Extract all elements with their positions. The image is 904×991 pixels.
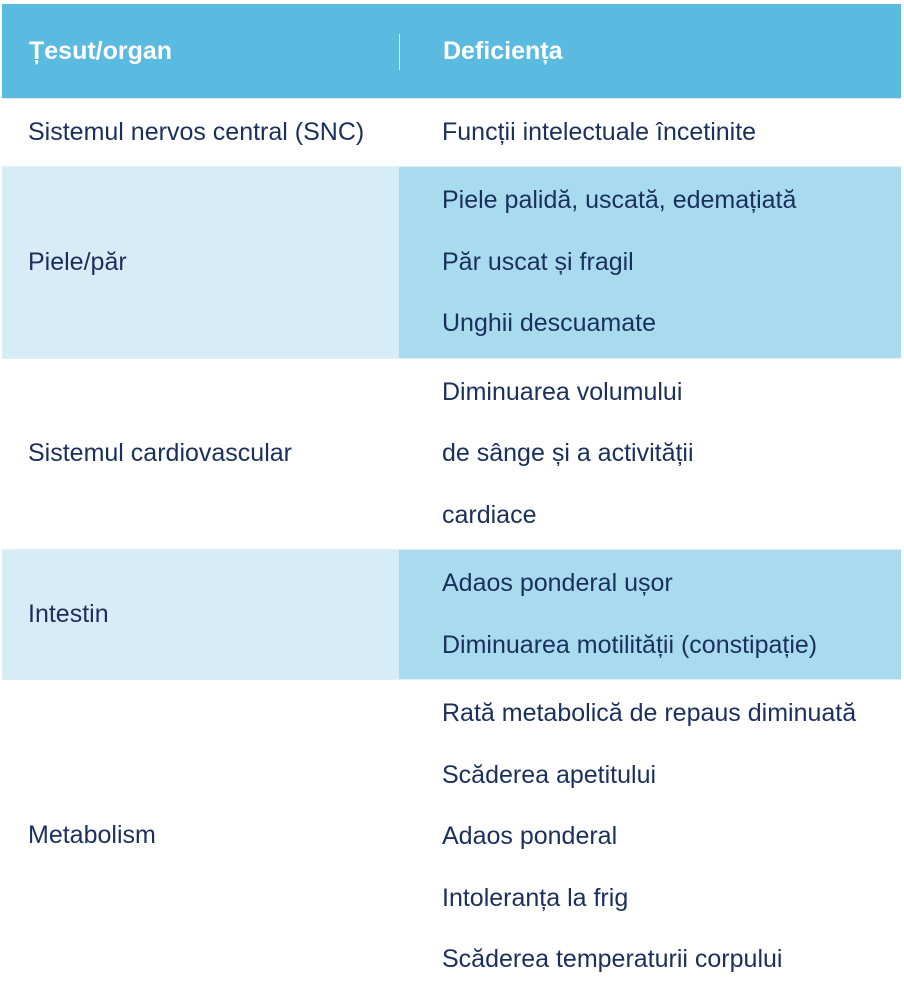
- effects-cell: Diminuarea volumului de sânge și a activ…: [399, 358, 901, 549]
- effect-item: Unghii descuamate: [442, 309, 657, 337]
- effect-item: Păr uscat și fragil: [442, 247, 634, 276]
- table-header: Țesut/organ Deficiența: [2, 4, 901, 99]
- effect-item: Intoleranța la frig: [442, 883, 629, 912]
- header-col-deficiency: Deficiența: [443, 37, 563, 65]
- effect-item: Diminuarea volumului: [442, 377, 683, 406]
- effect-item: Adaos ponderal: [442, 822, 618, 850]
- effect-item: Funcții intelectuale încetinite: [442, 118, 757, 146]
- effect-item: cardiace: [442, 500, 537, 529]
- organ-cell: Piele/păr: [2, 167, 399, 358]
- effect-item: Scăderea temperaturii corpului: [442, 945, 783, 973]
- organ-cell: Metabolism: [2, 680, 399, 991]
- effect-item: de sânge și a activității: [442, 439, 694, 467]
- table-row: Sistemul cardiovascular Diminuarea volum…: [2, 358, 901, 550]
- organ-cell: Sistemul nervos central (SNC): [2, 99, 399, 166]
- effects-cell: Adaos ponderal ușor Diminuarea motilităț…: [399, 550, 901, 679]
- header-divider: [399, 34, 400, 70]
- table-row: Intestin Adaos ponderal ușor Diminuarea …: [2, 550, 901, 680]
- deficiency-table: Țesut/organ Deficiența Sistemul nervos c…: [2, 4, 901, 991]
- organ-cell: Intestin: [2, 550, 399, 679]
- effects-cell: Funcții intelectuale încetinite: [399, 99, 901, 166]
- effects-cell: Piele palidă, uscată, edemațiată Păr usc…: [399, 167, 901, 358]
- effect-item: Diminuarea motilității (constipație): [442, 630, 818, 659]
- organ-cell: Sistemul cardiovascular: [2, 358, 399, 549]
- table-row: Piele/păr Piele palidă, uscată, edemația…: [2, 167, 901, 359]
- effect-item: Adaos ponderal ușor: [442, 569, 673, 597]
- table-row: Metabolism Rată metabolică de repaus dim…: [2, 680, 901, 991]
- table-row: Sistemul nervos central (SNC) Funcții in…: [2, 99, 901, 167]
- effects-cell: Rată metabolică de repaus diminuată Scăd…: [399, 680, 901, 991]
- effect-item: Piele palidă, uscată, edemațiată: [442, 186, 797, 214]
- effect-item: Rată metabolică de repaus diminuată: [442, 699, 857, 727]
- effect-item: Scăderea apetitului: [442, 760, 657, 789]
- header-col-organ: Țesut/organ: [29, 37, 173, 65]
